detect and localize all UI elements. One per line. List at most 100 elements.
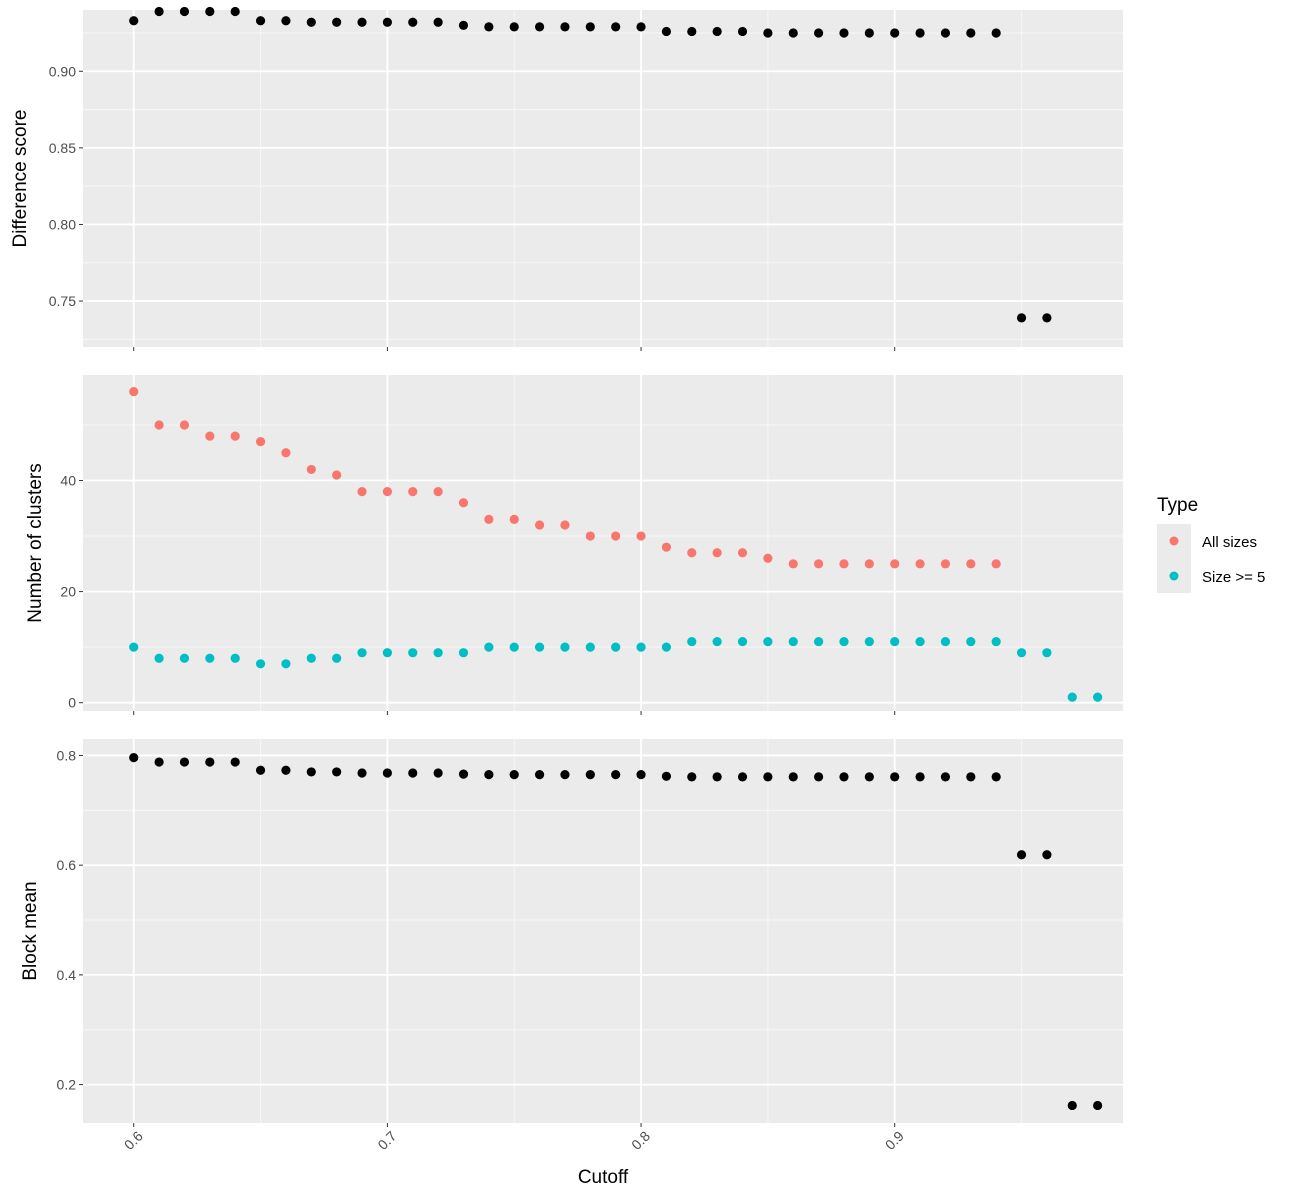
data-point [357, 487, 367, 497]
data-point [179, 757, 190, 767]
data-point [154, 653, 164, 663]
data-point [966, 559, 976, 569]
data-point [154, 757, 164, 767]
data-point [991, 559, 1001, 569]
data-point [814, 559, 824, 569]
data-point [484, 770, 494, 780]
data-point [788, 772, 798, 782]
data-point [890, 559, 900, 569]
data-point [940, 559, 951, 569]
data-point [382, 487, 392, 497]
data-point [839, 636, 849, 647]
legend-key-size-5 [1169, 571, 1179, 581]
data-point [966, 772, 976, 782]
data-point [864, 636, 874, 647]
data-point [1093, 692, 1103, 702]
series-difference-score [129, 6, 1052, 323]
data-point [611, 22, 621, 32]
data-point [636, 22, 646, 32]
data-point [357, 17, 367, 27]
data-point [737, 636, 748, 647]
y-axis-title: Block mean [20, 881, 41, 980]
data-point [509, 514, 519, 524]
data-point [382, 17, 392, 27]
data-point [281, 448, 291, 458]
data-point [915, 772, 925, 782]
data-point [205, 757, 215, 767]
panel-background [83, 10, 1123, 347]
series-all-sizes [129, 387, 1001, 569]
data-point [611, 642, 621, 652]
data-point [839, 559, 849, 569]
data-point [230, 6, 240, 17]
data-point [129, 642, 139, 652]
data-point [687, 26, 697, 37]
data-point [230, 757, 240, 767]
data-point [433, 17, 443, 27]
data-point [458, 769, 469, 779]
data-point [915, 28, 925, 38]
data-point [179, 653, 190, 663]
data-point [611, 770, 621, 780]
data-point [458, 20, 469, 30]
legend-label-all-sizes: All sizes [1202, 534, 1257, 551]
y-axis-title: Difference score [10, 110, 31, 248]
data-point [661, 642, 672, 652]
x-tick-label: 0.9 [882, 1128, 907, 1153]
data-point [129, 753, 139, 763]
data-point [332, 470, 342, 480]
y-tick-label: 0.6 [57, 857, 77, 873]
data-point [332, 17, 342, 27]
data-point [357, 648, 367, 658]
y-tick-label: 40 [60, 473, 76, 489]
data-point [357, 768, 367, 778]
data-point [154, 6, 164, 17]
data-point [839, 28, 849, 38]
data-point [154, 420, 164, 430]
data-point [408, 768, 418, 778]
data-point [636, 770, 646, 780]
data-point [737, 772, 748, 782]
data-point [560, 22, 570, 32]
data-point [585, 531, 595, 541]
y-tick-label: 0.4 [57, 967, 77, 983]
data-point [1042, 850, 1052, 860]
panel-background [83, 739, 1123, 1123]
data-point [991, 636, 1001, 647]
data-point [636, 642, 646, 652]
data-point [940, 636, 951, 647]
data-point [408, 17, 418, 27]
data-point [1016, 313, 1027, 323]
panel-difference-score: 0.75 0.80 0.85 0.90 Difference score [10, 6, 1123, 351]
data-point [1093, 1100, 1103, 1111]
data-point [712, 548, 722, 558]
data-point [560, 770, 570, 780]
data-point [712, 26, 722, 37]
legend-title: Type [1157, 495, 1198, 516]
data-point [915, 559, 925, 569]
data-point [1042, 648, 1052, 658]
data-point [737, 26, 748, 37]
data-point [332, 653, 342, 663]
data-point [382, 768, 392, 778]
data-point [915, 636, 925, 647]
data-point [534, 520, 545, 530]
data-point [1016, 648, 1027, 658]
data-point [306, 17, 316, 27]
data-point [281, 16, 291, 26]
data-point [763, 772, 773, 782]
panel-number-of-clusters: 0 20 40 Number of clusters [25, 375, 1123, 715]
data-point [382, 648, 392, 658]
data-point [839, 772, 849, 782]
data-point [864, 772, 874, 782]
y-tick-label: 20 [60, 584, 76, 600]
data-point [814, 28, 824, 38]
data-point [814, 636, 824, 647]
data-point [205, 6, 215, 17]
data-point [687, 548, 697, 558]
data-point [966, 636, 976, 647]
data-point [255, 765, 266, 775]
data-point [433, 768, 443, 778]
data-point [1067, 1100, 1077, 1111]
